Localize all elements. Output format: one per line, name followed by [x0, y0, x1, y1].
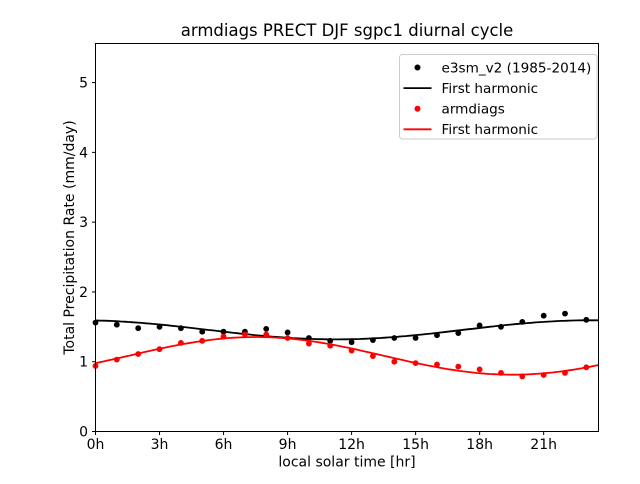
scatter-point	[412, 335, 419, 341]
y-tick-label: 0	[79, 425, 88, 441]
legend-marker-dot	[414, 64, 421, 71]
x-tick-label: 18h	[466, 437, 493, 453]
scatter-point	[391, 358, 398, 365]
x-tick-label: 21h	[530, 437, 557, 453]
scatter-point	[263, 331, 270, 338]
x-tick-label: 6h	[215, 437, 233, 453]
scatter-point	[113, 321, 120, 328]
scatter-point	[540, 312, 547, 319]
x-axis-label: local solar time [hr]	[278, 455, 415, 471]
axes-layer	[95, 43, 599, 432]
y-tick-label: 5	[79, 76, 88, 92]
scatter-series-0	[92, 310, 590, 346]
scatter-point	[476, 366, 483, 373]
scatter-point	[370, 353, 376, 359]
y-tick-label: 3	[79, 215, 88, 231]
scatter-point	[476, 322, 483, 329]
y-tick-label: 4	[79, 145, 88, 161]
scatter-point	[455, 330, 462, 336]
plot-border	[95, 43, 599, 432]
legend-entry-label: First harmonic	[442, 122, 539, 138]
legend-entry-label: e3sm_v2 (1985-2014)	[442, 60, 592, 76]
y-tick-label: 1	[79, 355, 88, 371]
legend-box	[399, 54, 598, 140]
scatter-point	[263, 326, 270, 332]
scatter-point	[306, 340, 312, 347]
x-tick-label: 12h	[338, 437, 365, 453]
series-layer	[92, 310, 599, 380]
scatter-series-2	[92, 331, 590, 380]
legend-entry-label: First harmonic	[442, 81, 539, 97]
y-axis-ticks: 0 1 2 3 4 5	[79, 76, 96, 441]
x-tick-label: 3h	[151, 437, 169, 453]
scatter-point	[455, 363, 462, 370]
y-axis-label: Total Precipitation Rate (mm/day)	[62, 120, 78, 355]
scatter-point	[562, 310, 568, 317]
x-axis-ticks: 0h 3h 6h 9h 12h 15h 18h 21h	[87, 431, 557, 453]
x-tick-label: 15h	[402, 437, 429, 453]
scatter-point	[434, 361, 440, 368]
scatter-point	[242, 331, 248, 338]
legend-entry-label: armdiags	[442, 102, 505, 118]
scatter-point	[135, 325, 142, 332]
y-tick-label: 2	[79, 285, 88, 301]
x-tick-label: 0h	[87, 437, 105, 453]
legend-marker-dot	[414, 105, 421, 112]
x-tick-label: 9h	[279, 437, 297, 453]
harmonic-line	[95, 336, 599, 376]
scatter-point	[348, 339, 355, 346]
harmonic-line	[95, 319, 599, 341]
legend: e3sm_v2 (1985-2014) First harmonic armdiag…	[399, 54, 598, 140]
scatter-point	[284, 329, 291, 336]
chart-title: armdiags PRECT DJF sgpc1 diurnal cycle	[181, 21, 514, 40]
